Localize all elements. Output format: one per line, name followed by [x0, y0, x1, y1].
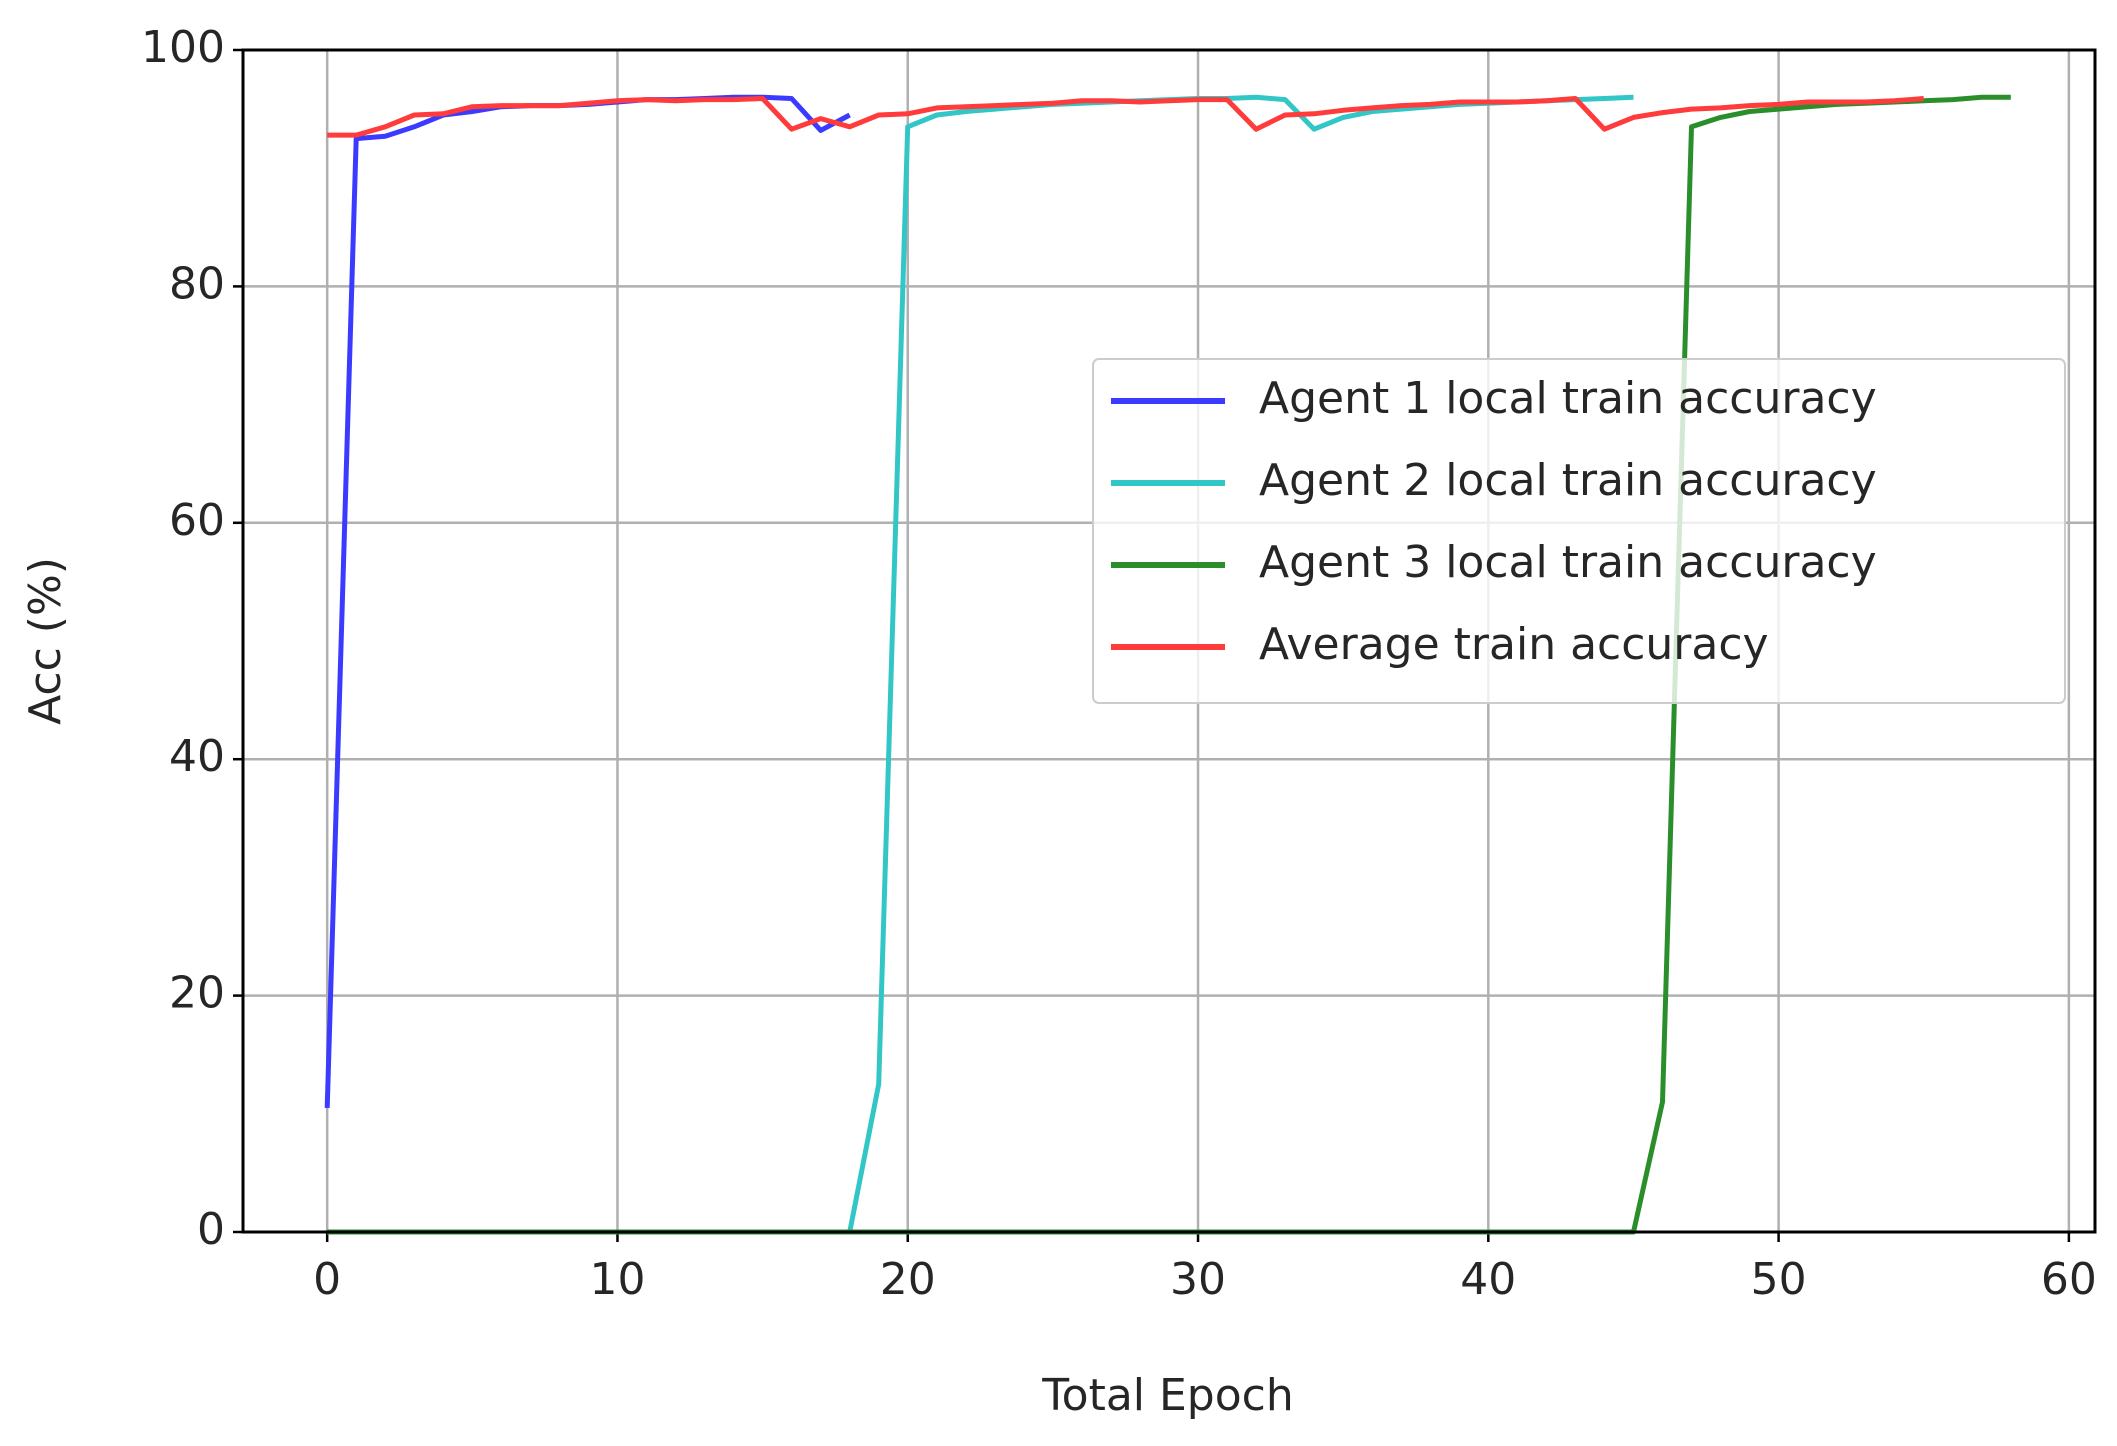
- y-tick-label: 20: [169, 968, 225, 1019]
- x-tick-label: 20: [880, 1254, 936, 1305]
- x-tick-label: 50: [1751, 1254, 1807, 1305]
- series-line: [324, 94, 851, 1108]
- x-tick-label: 0: [313, 1254, 341, 1305]
- legend-label: Agent 3 local train accuracy: [1259, 537, 1877, 588]
- plot-frame: [241, 48, 2097, 1234]
- y-tick-label: 60: [169, 495, 225, 546]
- y-tick-label: 40: [169, 731, 225, 782]
- series-line: [327, 96, 1924, 138]
- legend-label: Agent 2 local train accuracy: [1259, 455, 1877, 506]
- x-axis-label: Total Epoch: [1041, 1370, 1293, 1421]
- x-tick-label: 10: [589, 1254, 645, 1305]
- x-tick-label: 30: [1170, 1254, 1226, 1305]
- legend-label: Average train accuracy: [1259, 619, 1769, 670]
- legend-box: [1092, 358, 2066, 704]
- y-tick-label: 100: [141, 22, 225, 73]
- y-axis-label: Acc (%): [20, 557, 71, 725]
- x-tick-label: 40: [1460, 1254, 1516, 1305]
- y-tick-label: 80: [169, 258, 225, 309]
- y-tick-label: 0: [197, 1204, 225, 1255]
- legend: Agent 1 local train accuracy Agent 2 loca…: [1092, 358, 2066, 704]
- legend-label: Agent 1 local train accuracy: [1259, 373, 1877, 424]
- x-tick-label: 60: [2041, 1254, 2097, 1305]
